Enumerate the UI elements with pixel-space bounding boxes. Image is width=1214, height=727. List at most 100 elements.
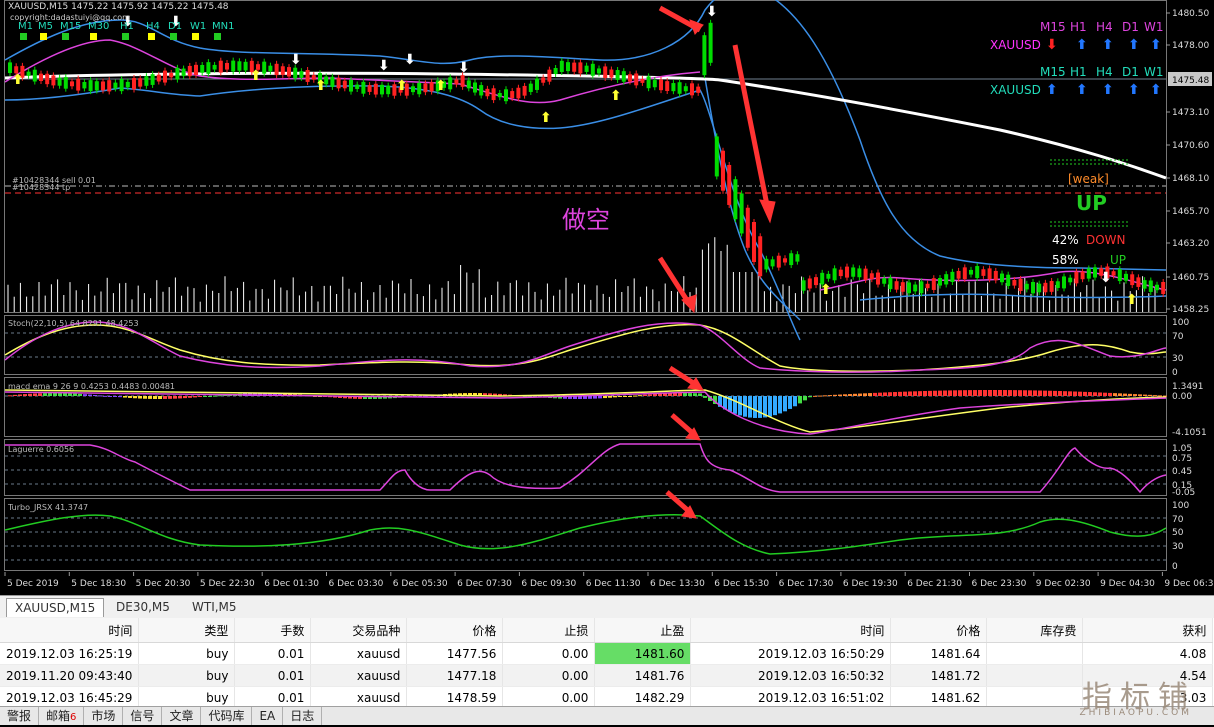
macd-histogram-bar bbox=[1128, 393, 1132, 396]
macd-histogram-bar bbox=[1073, 391, 1077, 396]
candle-body bbox=[1099, 268, 1104, 276]
mtf-timeframe-w1: W1 bbox=[1144, 65, 1164, 79]
candle-body bbox=[931, 278, 936, 290]
macd-histogram-bar bbox=[1098, 392, 1102, 396]
macd-histogram-bar bbox=[158, 396, 162, 399]
candle-body bbox=[435, 80, 440, 92]
candle-body bbox=[795, 254, 800, 262]
macd-histogram-bar bbox=[583, 396, 587, 399]
macd-histogram-bar bbox=[568, 396, 572, 399]
candle-body bbox=[57, 77, 62, 86]
tab-signals[interactable]: 信号 bbox=[123, 707, 163, 725]
col-open-time[interactable]: 时间 bbox=[0, 618, 140, 643]
macd-histogram-bar bbox=[1068, 391, 1072, 396]
col-symbol[interactable]: 交易品种 bbox=[310, 618, 408, 643]
arrow-up-icon: ⬆ bbox=[1128, 37, 1140, 53]
chart-tab-de30[interactable]: DE30,M5 bbox=[116, 600, 170, 614]
candle-body bbox=[708, 22, 713, 63]
candle-body bbox=[256, 64, 260, 70]
candle-body bbox=[330, 76, 335, 87]
macd-histogram-bar bbox=[218, 395, 222, 397]
candle-body bbox=[175, 67, 180, 80]
buy-signal-arrow-icon: ⬆ bbox=[1126, 292, 1138, 308]
macd-histogram-bar bbox=[633, 395, 637, 397]
time-tick-label: 5 Dec 2019 bbox=[7, 579, 59, 589]
cell-lots: 0.01 bbox=[234, 642, 312, 665]
table-row[interactable]: 2019.12.03 16:45:29 buy 0.01 xauusd 1478… bbox=[0, 686, 1214, 709]
candle-body bbox=[355, 84, 360, 89]
candle-body bbox=[820, 272, 825, 285]
cell-take-profit: 1482.29 bbox=[594, 686, 692, 709]
cell-swap bbox=[986, 642, 1084, 665]
table-row[interactable]: 2019.11.20 09:43:40 buy 0.01 xauusd 1477… bbox=[0, 664, 1214, 687]
col-type[interactable]: 类型 bbox=[138, 618, 236, 643]
candle-body bbox=[51, 75, 56, 86]
col-profit[interactable]: 获利 bbox=[1082, 618, 1214, 643]
col-close-price[interactable]: 价格 bbox=[890, 618, 988, 643]
macd-histogram-bar bbox=[1163, 395, 1167, 397]
col-swap[interactable]: 库存费 bbox=[986, 618, 1084, 643]
candle-body bbox=[181, 68, 186, 77]
candle-body bbox=[1136, 277, 1141, 287]
candle-body bbox=[1130, 274, 1135, 286]
col-close-time[interactable]: 时间 bbox=[690, 618, 892, 643]
candle-body bbox=[1031, 282, 1035, 294]
tab-mailbox[interactable]: 邮箱6 bbox=[39, 707, 85, 725]
candle-body bbox=[863, 268, 868, 280]
mtf-timeframe-m15: M15 bbox=[1040, 20, 1066, 34]
indicator-scale-label: 0.45 bbox=[1172, 467, 1192, 477]
chart-tab-xauusd[interactable]: XAUUSD,M15 bbox=[6, 598, 105, 617]
macd-histogram-bar bbox=[213, 395, 217, 397]
macd-histogram-bar bbox=[423, 395, 427, 397]
candle-body bbox=[528, 83, 533, 92]
macd-histogram-bar bbox=[1083, 391, 1087, 396]
price-tick-label: 1473.10 bbox=[1172, 108, 1209, 118]
tab-journal-label: 日志 bbox=[290, 709, 315, 723]
candle-body bbox=[1043, 282, 1048, 293]
candle-body bbox=[603, 66, 608, 79]
annotation-arrow-3 bbox=[657, 256, 693, 307]
tab-ea[interactable]: EA bbox=[252, 707, 284, 725]
timeframe-row: M1 M5 M15 M30 H1 H4 D1 W1 MN1 bbox=[18, 21, 234, 40]
timeframe-label-d1: D1 bbox=[168, 21, 182, 32]
candle-body bbox=[311, 75, 316, 80]
col-take-profit[interactable]: 止盈 bbox=[594, 618, 692, 643]
table-row[interactable]: 2019.12.03 16:25:19 buy 0.01 xauusd 1477… bbox=[0, 642, 1214, 665]
buy-signal-arrow-icon: ⬆ bbox=[610, 88, 622, 104]
tab-journal[interactable]: 日志 bbox=[283, 707, 323, 725]
tab-mailbox-label: 邮箱 bbox=[46, 709, 71, 723]
macd-histogram-bar bbox=[458, 393, 462, 396]
candle-body bbox=[522, 85, 527, 96]
macd-histogram-bar bbox=[73, 393, 77, 396]
price-chart[interactable]: ⬆ ⬆ ⬆ ⬆ ⬆ ⬆ ⬆ ⬆ ⬆ ⬇ ⬇ ⬇ ⬇ ⬇ ⬇ ⬇ ⬇ XAUUSD,M15 1475.22 147… bbox=[0, 0, 1214, 595]
candle-body bbox=[336, 78, 341, 89]
macd-histogram-bar bbox=[858, 393, 862, 396]
tab-code-base[interactable]: 代码库 bbox=[201, 707, 253, 725]
macd-histogram-bar bbox=[663, 393, 667, 396]
macd-histogram-bar bbox=[523, 395, 527, 397]
macd-histogram-bar bbox=[38, 393, 42, 396]
col-stop-loss[interactable]: 止损 bbox=[502, 618, 596, 643]
candle-body bbox=[150, 74, 155, 85]
chart-tab-wti[interactable]: WTI,M5 bbox=[192, 600, 237, 614]
cell-symbol: xauusd bbox=[310, 642, 408, 665]
candle-body bbox=[8, 62, 12, 74]
macd-histogram-bar bbox=[638, 395, 642, 397]
macd-histogram-bar bbox=[113, 396, 117, 397]
tab-articles[interactable]: 文章 bbox=[162, 707, 202, 725]
mtf-timeframe-h4: H4 bbox=[1096, 20, 1113, 34]
col-open-price[interactable]: 价格 bbox=[406, 618, 504, 643]
candle-body bbox=[566, 62, 570, 72]
chart-window[interactable]: ⬆ ⬆ ⬆ ⬆ ⬆ ⬆ ⬆ ⬆ ⬆ ⬇ ⬇ ⬇ ⬇ ⬇ ⬇ ⬇ ⬇ XAUUSD,M15 1475.22 147… bbox=[0, 0, 1214, 595]
candle-body bbox=[1068, 277, 1073, 283]
macd-histogram-bar bbox=[338, 396, 342, 398]
tab-signals-label: 信号 bbox=[130, 709, 155, 723]
macd-histogram-bar bbox=[1053, 390, 1057, 396]
candle-body bbox=[894, 281, 899, 290]
col-lots[interactable]: 手数 bbox=[234, 618, 312, 643]
macd-histogram-bar bbox=[138, 396, 142, 399]
tab-alerts[interactable]: 警报 bbox=[0, 707, 40, 725]
tab-market[interactable]: 市场 bbox=[84, 707, 124, 725]
candle-body bbox=[770, 259, 775, 267]
candle-body bbox=[969, 269, 973, 275]
